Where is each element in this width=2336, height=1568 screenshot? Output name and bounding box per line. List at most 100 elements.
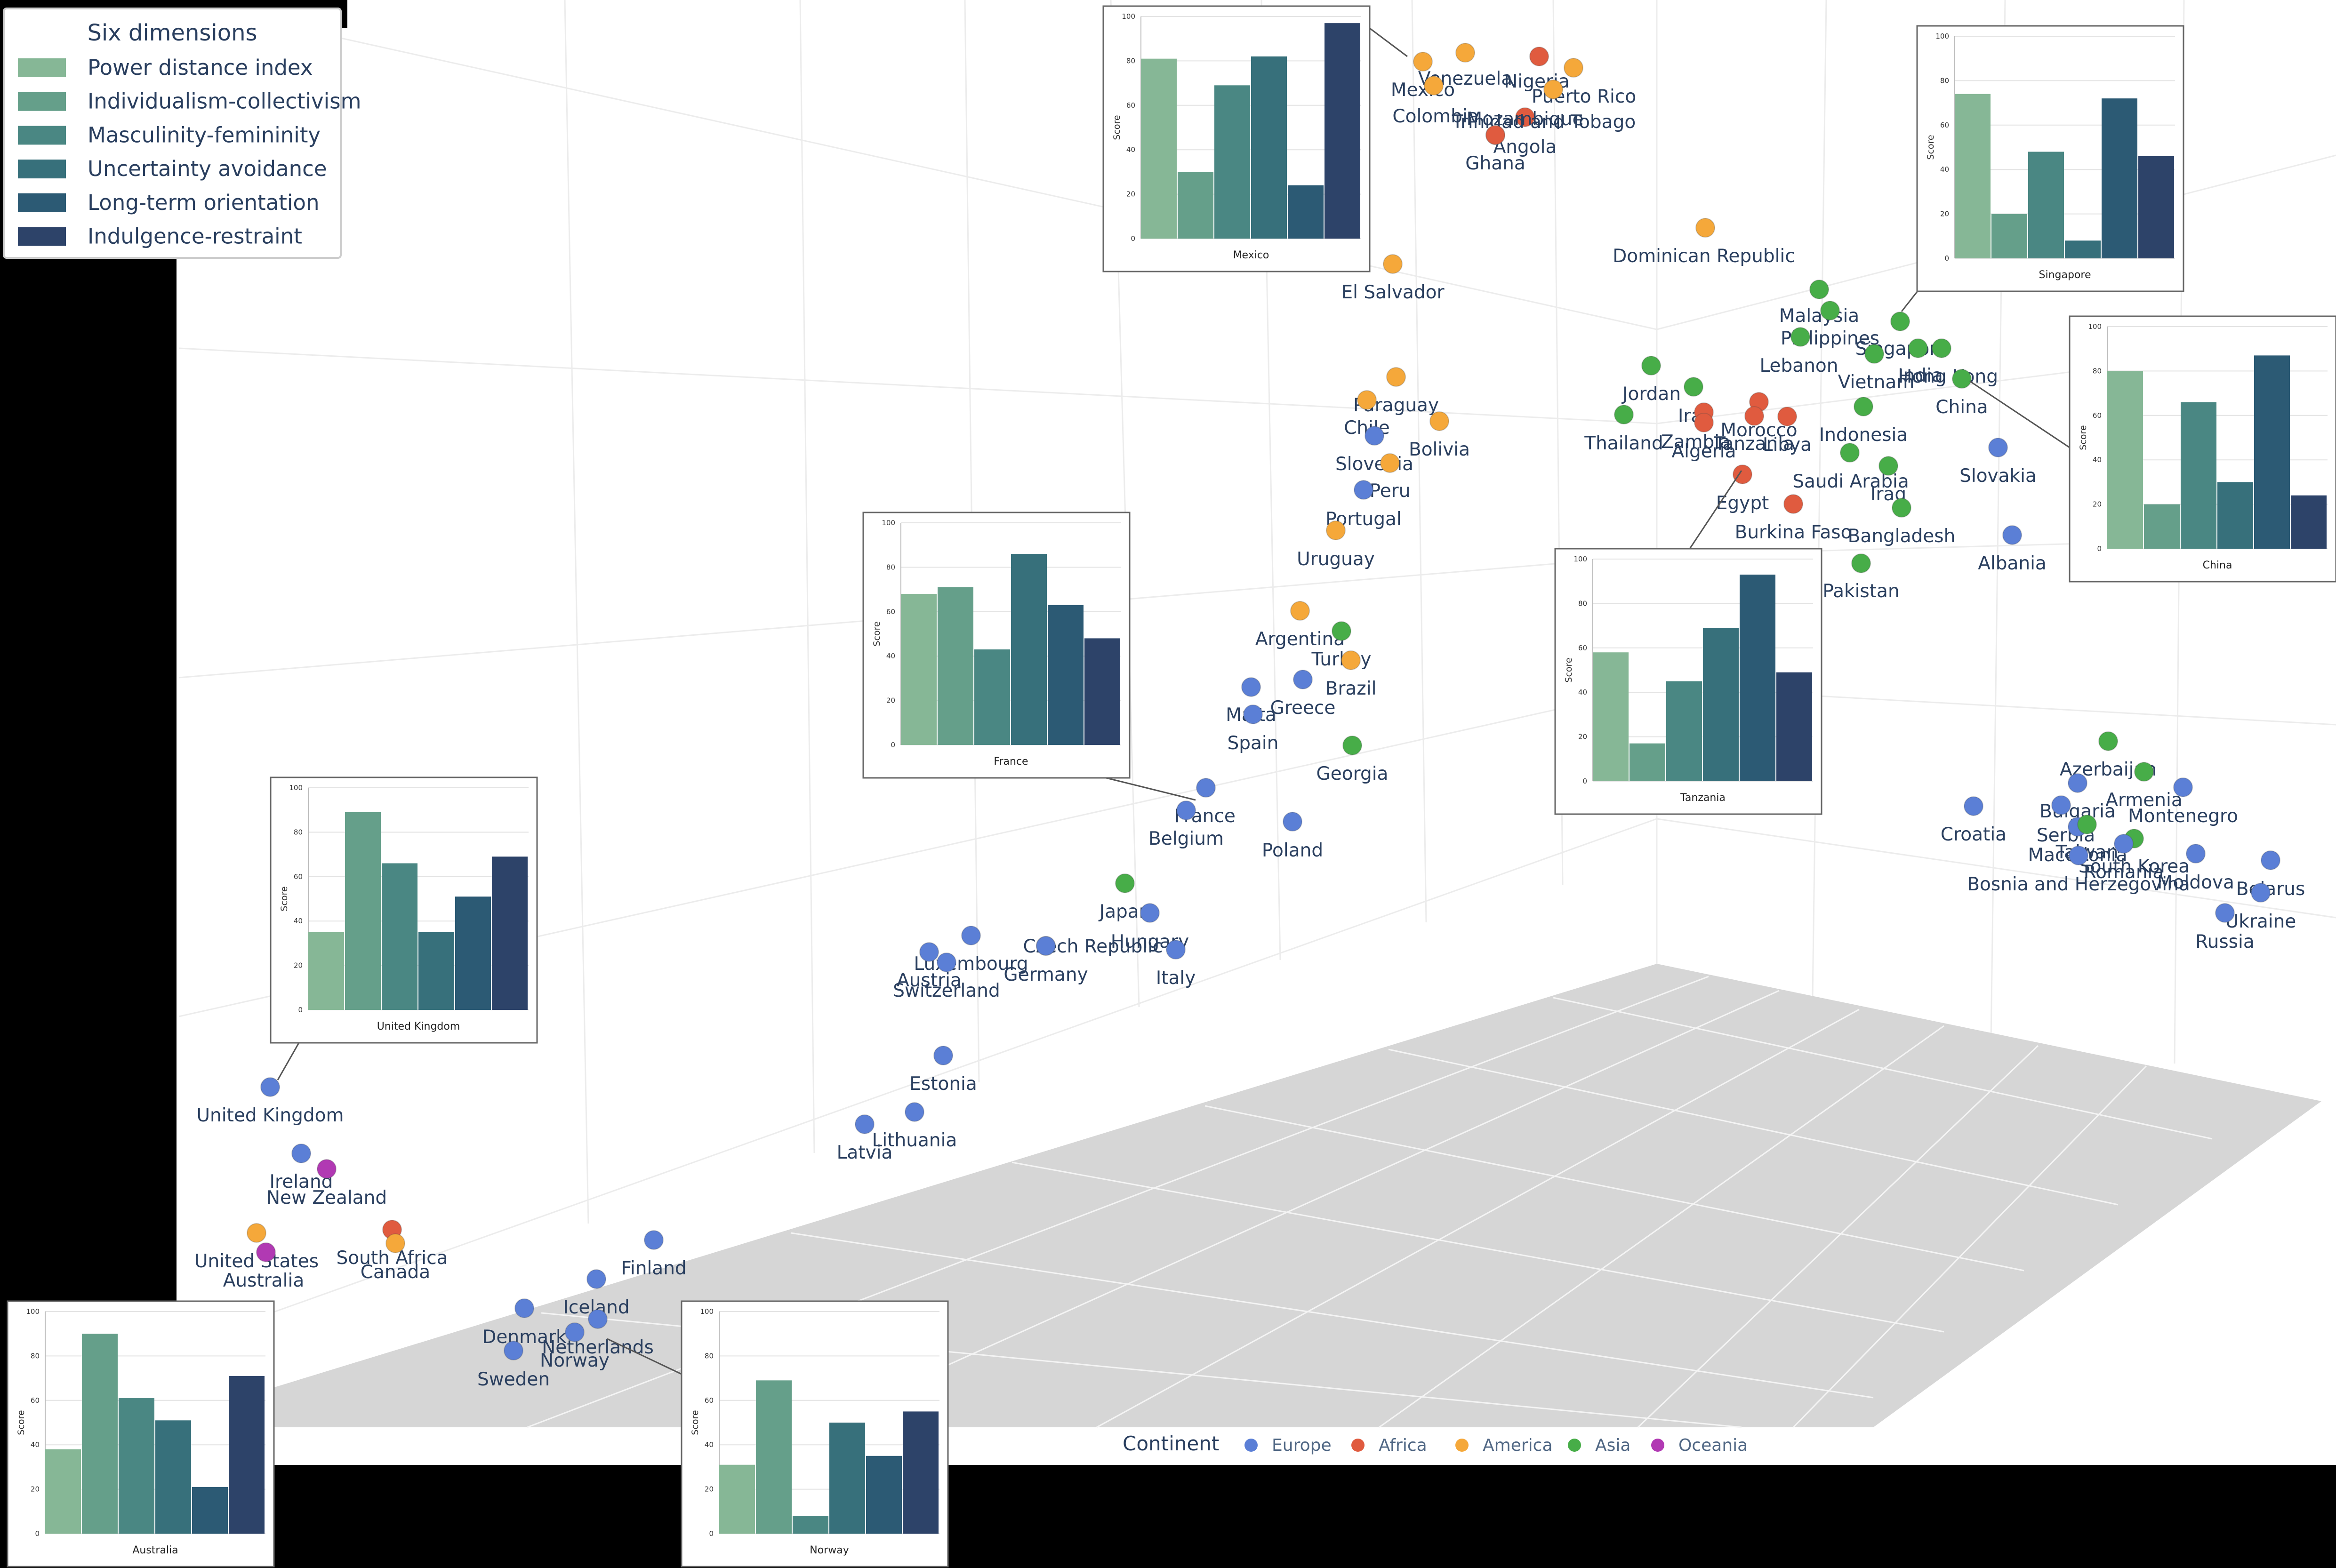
point-poland[interactable] <box>1283 812 1302 832</box>
bar-tanzania-indulgence-restraint[interactable] <box>1776 672 1812 781</box>
bar-norway-long-term-orientation[interactable] <box>866 1456 902 1534</box>
bar-mexico-individualism-collectivism[interactable] <box>1178 172 1213 239</box>
point-libya[interactable] <box>1777 407 1797 426</box>
point-france[interactable] <box>1196 778 1216 798</box>
bar-china-power-distance-index[interactable] <box>2107 371 2143 549</box>
point-bangladesh[interactable] <box>1892 498 1911 518</box>
point-slovenia[interactable] <box>1365 426 1384 446</box>
point-china[interactable] <box>1952 369 1972 389</box>
legend-marker-europe[interactable] <box>1244 1439 1258 1452</box>
bar-china-long-term-orientation[interactable] <box>2254 355 2290 549</box>
point-puerto-rico[interactable] <box>1564 58 1583 78</box>
bar-united-kingdom-long-term-orientation[interactable] <box>455 896 491 1010</box>
point-spain[interactable] <box>1243 704 1263 724</box>
point-malta[interactable] <box>1241 677 1261 697</box>
legend-marker-oceania[interactable] <box>1651 1439 1664 1452</box>
bar-australia-indulgence-restraint[interactable] <box>229 1376 265 1534</box>
point-portugal[interactable] <box>1354 480 1373 500</box>
bar-tanzania-long-term-orientation[interactable] <box>1740 575 1775 781</box>
point-denmark[interactable] <box>514 1298 534 1318</box>
legend-marker-asia[interactable] <box>1568 1439 1581 1452</box>
bar-mexico-masculinity-femininity[interactable] <box>1214 85 1250 239</box>
point-ghana[interactable] <box>1485 125 1505 145</box>
point-estonia[interactable] <box>933 1046 953 1065</box>
bar-tanzania-power-distance-index[interactable] <box>1593 652 1629 781</box>
bar-australia-individualism-collectivism[interactable] <box>82 1334 118 1534</box>
bar-united-kingdom-indulgence-restraint[interactable] <box>492 856 528 1010</box>
point-uruguay[interactable] <box>1326 520 1346 540</box>
bar-france-long-term-orientation[interactable] <box>1048 605 1084 745</box>
point-belgium[interactable] <box>1176 800 1196 820</box>
point-singapore[interactable] <box>1890 312 1910 331</box>
bar-singapore-long-term-orientation[interactable] <box>2102 98 2137 258</box>
bar-norway-uncertainty-avoidance[interactable] <box>829 1423 865 1534</box>
point-ukraine[interactable] <box>2251 883 2271 903</box>
point-serbia[interactable] <box>2051 795 2071 815</box>
point-georgia[interactable] <box>1342 736 1362 755</box>
point-iceland[interactable] <box>586 1269 606 1289</box>
bar-norway-power-distance-index[interactable] <box>719 1464 755 1534</box>
point-chile[interactable] <box>1357 390 1377 410</box>
legend-item-europe[interactable]: Europe <box>1272 1436 1332 1455</box>
point-sweden[interactable] <box>504 1341 523 1360</box>
point-united-states[interactable] <box>247 1223 266 1243</box>
legend-marker-america[interactable] <box>1455 1439 1469 1452</box>
point-croatia[interactable] <box>1964 796 1983 816</box>
bar-china-individualism-collectivism[interactable] <box>2144 504 2180 549</box>
point-mozambique[interactable] <box>1515 107 1535 127</box>
point-dominican-republic[interactable] <box>1695 218 1715 238</box>
point-greece[interactable] <box>1293 670 1313 689</box>
bar-tanzania-masculinity-femininity[interactable] <box>1666 681 1702 781</box>
point-luxembourg[interactable] <box>961 926 981 945</box>
bar-australia-uncertainty-avoidance[interactable] <box>155 1420 191 1534</box>
bar-france-individualism-collectivism[interactable] <box>938 587 973 745</box>
point-el-salvador[interactable] <box>1383 254 1403 274</box>
bar-mexico-indulgence-restraint[interactable] <box>1325 23 1360 239</box>
point-russia[interactable] <box>2215 903 2235 923</box>
bar-singapore-individualism-collectivism[interactable] <box>1991 214 2027 258</box>
point-united-kingdom[interactable] <box>260 1077 280 1097</box>
point-malaysia[interactable] <box>1809 280 1829 299</box>
bar-france-power-distance-index[interactable] <box>901 594 937 745</box>
bar-mexico-uncertainty-avoidance[interactable] <box>1251 56 1287 239</box>
bar-china-masculinity-femininity[interactable] <box>2181 402 2216 549</box>
point-vietnam[interactable] <box>1864 344 1884 364</box>
point-jordan[interactable] <box>1641 356 1661 376</box>
point-japan[interactable] <box>1115 873 1135 893</box>
point-norway[interactable] <box>565 1322 585 1342</box>
bar-tanzania-uncertainty-avoidance[interactable] <box>1703 628 1739 781</box>
point-algeria[interactable] <box>1694 413 1714 432</box>
bar-singapore-power-distance-index[interactable] <box>1955 94 1991 258</box>
point-venezuela[interactable] <box>1455 43 1475 63</box>
point-indonesia[interactable] <box>1854 397 1873 416</box>
legend-item-africa[interactable]: Africa <box>1379 1436 1427 1455</box>
point-new-zealand[interactable] <box>317 1159 337 1179</box>
point-montenegro[interactable] <box>2173 777 2193 797</box>
point-thailand[interactable] <box>1614 405 1634 424</box>
bar-france-indulgence-restraint[interactable] <box>1084 638 1120 745</box>
point-finland[interactable] <box>644 1230 664 1250</box>
point-hungary[interactable] <box>1140 903 1160 923</box>
point-paraguay[interactable] <box>1386 367 1406 387</box>
bar-united-kingdom-individualism-collectivism[interactable] <box>345 812 381 1010</box>
bar-china-uncertainty-avoidance[interactable] <box>2217 482 2253 549</box>
point-pakistan[interactable] <box>1851 553 1871 573</box>
point-netherlands[interactable] <box>588 1309 608 1329</box>
point-taiwan[interactable] <box>2077 815 2097 834</box>
bar-mexico-long-term-orientation[interactable] <box>1288 185 1324 239</box>
point-tanzania[interactable] <box>1744 406 1764 426</box>
legend-item-asia[interactable]: Asia <box>1595 1436 1630 1455</box>
point-albania[interactable] <box>2002 525 2022 545</box>
bar-mexico-power-distance-index[interactable] <box>1141 58 1177 239</box>
point-australia[interactable] <box>256 1242 276 1262</box>
bar-norway-indulgence-restraint[interactable] <box>903 1411 939 1534</box>
bar-france-uncertainty-avoidance[interactable] <box>1011 554 1047 745</box>
point-ireland[interactable] <box>291 1144 311 1163</box>
bar-singapore-indulgence-restraint[interactable] <box>2138 156 2174 258</box>
point-argentina[interactable] <box>1290 601 1310 621</box>
point-india[interactable] <box>1908 338 1928 358</box>
legend-marker-africa[interactable] <box>1351 1439 1365 1452</box>
bar-norway-individualism-collectivism[interactable] <box>756 1380 792 1534</box>
point-mexico[interactable] <box>1413 52 1433 72</box>
point-canada[interactable] <box>385 1233 405 1253</box>
